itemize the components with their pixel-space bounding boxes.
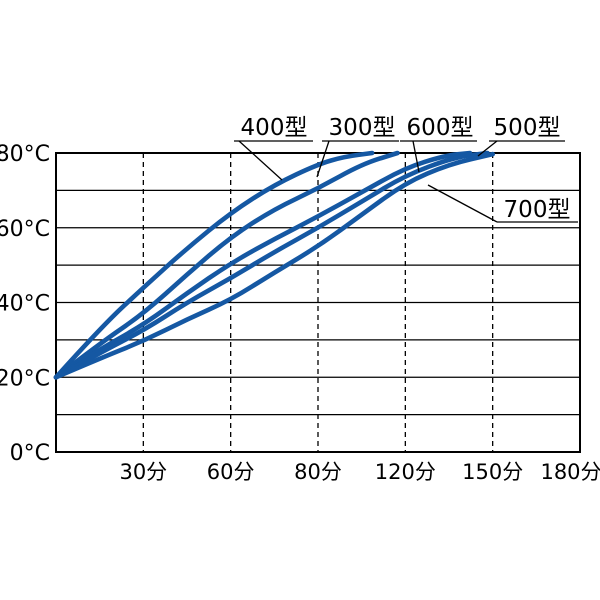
leader-line-600型	[412, 140, 420, 173]
x-axis-label-150分: 150分	[462, 460, 523, 484]
series-label-400型: 400型	[241, 115, 308, 141]
series-label-300型: 300型	[329, 115, 396, 141]
series-label-700型: 700型	[504, 197, 571, 223]
y-axis-label-0: 0°C	[10, 441, 50, 466]
series-curve-700型	[53, 151, 495, 380]
x-axis-label-120分: 120分	[375, 460, 436, 484]
leader-line-400型	[238, 140, 283, 181]
y-axis-label-40: 40°C	[0, 292, 50, 317]
x-axis-label-80分: 80分	[294, 460, 342, 484]
leader-line-700型	[427, 184, 498, 223]
series-curve-300型	[53, 150, 400, 380]
x-axis-label-60分: 60分	[207, 460, 255, 484]
x-axis-label-30分: 30分	[119, 460, 167, 484]
y-axis-label-20: 20°C	[0, 366, 50, 391]
leader-line-300型	[316, 140, 330, 178]
series-label-600型: 600型	[407, 115, 474, 141]
leader-line-500型	[477, 140, 498, 157]
x-axis-label-180分: 180分	[540, 460, 600, 484]
series-curve-600型	[53, 150, 473, 380]
plot-border	[55, 152, 581, 453]
series-curve-500型	[53, 150, 490, 380]
series-label-500型: 500型	[494, 115, 561, 141]
series-curve-400型	[53, 150, 375, 380]
y-axis-label-60: 60°C	[0, 217, 50, 242]
y-axis-label-80: 80°C	[0, 142, 50, 167]
